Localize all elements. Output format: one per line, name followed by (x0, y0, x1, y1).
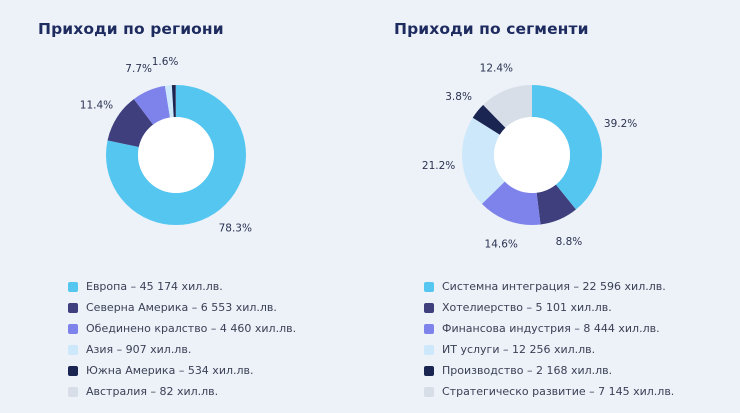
legend-label: Финансова индустрия – 8 444 хил.лв. (442, 322, 660, 335)
pct-label: 7.7% (125, 63, 152, 75)
legend-item: Производство – 2 168 хил.лв. (424, 360, 722, 381)
legend-item: Азия – 907 хил.лв. (68, 339, 366, 360)
legend-item: Хотелиерство – 5 101 хил.лв. (424, 297, 722, 318)
legend-regions: Европа – 45 174 хил.лв. Северна Америка –… (68, 276, 366, 402)
pct-label: 14.6% (485, 238, 518, 250)
donut-hole (138, 117, 214, 193)
legend-swatch (68, 386, 78, 397)
legend-label: Системна интеграция – 22 596 хил.лв. (442, 280, 666, 293)
legend-item: Обединено кралство – 4 460 хил.лв. (68, 318, 366, 339)
pct-label: 8.8% (556, 236, 583, 248)
legend-label: Хотелиерство – 5 101 хил.лв. (442, 301, 612, 314)
donut-segment-4[interactable] (106, 85, 246, 225)
legend-label: Северна Америка – 6 553 хил.лв. (86, 301, 277, 314)
legend-item: Южна Америка – 534 хил.лв. (68, 360, 366, 381)
legend-item: Финансова индустрия – 8 444 хил.лв. (424, 318, 722, 339)
legend-label: Австралия – 82 хил.лв. (86, 385, 219, 398)
chart-section-regions: Приходи по региони 78.3% 11.4% 7.7% 1.6% Ев… (38, 16, 366, 402)
legend-label: ИТ услуги – 12 256 хил.лв. (442, 343, 596, 356)
legend-label: Производство – 2 168 хил.лв. (442, 364, 613, 377)
legend-item: Европа – 45 174 хил.лв. (68, 276, 366, 297)
legend-swatch (424, 281, 434, 292)
donut-segment-5[interactable] (462, 85, 602, 225)
chart-section-segments: Приходи по сегменти 39.2% 8.8% 14.6% 21.2% 3… (394, 16, 722, 402)
legend-item: ИТ услуги – 12 256 хил.лв. (424, 339, 722, 360)
legend-swatch (424, 365, 434, 376)
pct-label: 12.4% (480, 63, 513, 75)
legend-label: Азия – 907 хил.лв. (86, 343, 192, 356)
legend-swatch (68, 365, 78, 376)
legend-swatch (68, 281, 78, 292)
donut-hole (494, 117, 570, 193)
legend-swatch (424, 344, 434, 355)
legend-label: Обединено кралство – 4 460 хил.лв. (86, 322, 297, 335)
legend-segments: Системна интеграция – 22 596 хил.лв. Хоте… (424, 276, 722, 402)
legend-item: Австралия – 82 хил.лв. (68, 381, 366, 402)
pct-label: 1.6% (152, 56, 179, 68)
pct-label: 78.3% (219, 222, 252, 234)
pct-label: 3.8% (445, 91, 472, 103)
legend-item: Стратегическо развитие – 7 145 хил.лв. (424, 381, 722, 402)
legend-swatch (68, 344, 78, 355)
legend-swatch (68, 302, 78, 313)
revenue-dashboard: Приходи по региони 78.3% 11.4% 7.7% 1.6% Ев… (38, 16, 722, 402)
legend-swatch (424, 386, 434, 397)
legend-label: Европа – 45 174 хил.лв. (86, 280, 223, 293)
donut-segment-3[interactable] (462, 85, 602, 225)
pct-label: 39.2% (604, 118, 637, 130)
legend-swatch (424, 323, 434, 334)
legend-item: Системна интеграция – 22 596 хил.лв. (424, 276, 722, 297)
pct-label: 11.4% (80, 99, 113, 111)
legend-swatch (424, 302, 434, 313)
legend-swatch (68, 323, 78, 334)
donut-chart-regions: 78.3% 11.4% 7.7%1.6% (80, 56, 252, 234)
donut-chart-segments: 39.2% 8.8% 14.6% 21.2% 3.8% 12.4% (422, 63, 637, 251)
chart-title-segments: Приходи по сегменти (394, 20, 589, 38)
legend-label: Южна Америка – 534 хил.лв. (86, 364, 254, 377)
chart-title-regions: Приходи по региони (38, 20, 224, 38)
legend-label: Стратегическо развитие – 7 145 хил.лв. (442, 385, 675, 398)
legend-item: Северна Америка – 6 553 хил.лв. (68, 297, 366, 318)
pct-label: 21.2% (422, 160, 455, 172)
donut-segment-2[interactable] (462, 85, 602, 225)
